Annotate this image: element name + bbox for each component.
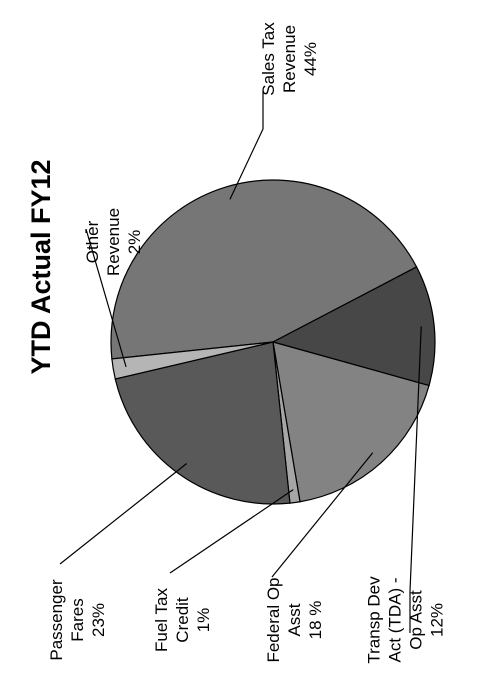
slice-label-line: Asst <box>285 603 304 636</box>
slice-label-line: Passenger <box>47 579 66 661</box>
slice-label-line: 18 % <box>306 601 325 640</box>
slice-label-line: Revenue <box>104 208 123 276</box>
leader-line <box>85 228 127 368</box>
leader-line <box>59 463 188 565</box>
slice-label: Transp Dev Act (TDA) - Op Asst 12% <box>365 576 447 664</box>
pie-slice <box>114 341 291 505</box>
slice-label-line: Fares <box>68 598 87 641</box>
leader-line <box>169 489 294 574</box>
slice-label-line: 23% <box>89 603 108 637</box>
pie-slice <box>111 341 274 380</box>
slice-label-line: Federal Op <box>264 577 283 662</box>
slice-label: Sales Tax Revenue 44% <box>259 22 320 96</box>
slice-label-line: 44% <box>301 42 320 76</box>
slice-labels: Sales Tax Revenue 44%Transp Dev Act (TDA) -… <box>47 22 447 664</box>
slice-label: Other Revenue 2% <box>83 208 144 276</box>
chart-title: YTD Actual FY12 <box>26 159 56 374</box>
pie-slice <box>272 341 430 503</box>
slice-label: Fuel Tax Credit 1% <box>152 588 213 652</box>
slice-label-line: Act (TDA) - <box>386 578 405 663</box>
pie-slice <box>271 266 436 387</box>
slice-label: Passenger Fares 23% <box>47 579 108 661</box>
slice-label-line: Revenue <box>280 25 299 93</box>
leader-line <box>271 452 374 578</box>
slice-label-line: Credit <box>173 597 192 643</box>
leader-lines <box>59 90 422 633</box>
slice-label: Federal Op Asst 18 % <box>264 577 325 662</box>
slice-label-line: 2% <box>125 230 144 255</box>
slice-label-line: 1% <box>194 608 213 633</box>
slice-label-line: Op Asst <box>407 590 426 650</box>
pie-slice <box>110 179 418 360</box>
slice-label-line: Transp Dev <box>365 576 384 664</box>
leader-line <box>409 326 422 633</box>
slice-label-line: Fuel Tax <box>152 588 171 652</box>
slice-label-line: Sales Tax <box>259 22 278 96</box>
pie-slices <box>110 179 436 505</box>
slice-label-line: Other <box>83 220 102 263</box>
leader-line <box>229 90 264 200</box>
slice-label-line: 12% <box>428 603 447 637</box>
